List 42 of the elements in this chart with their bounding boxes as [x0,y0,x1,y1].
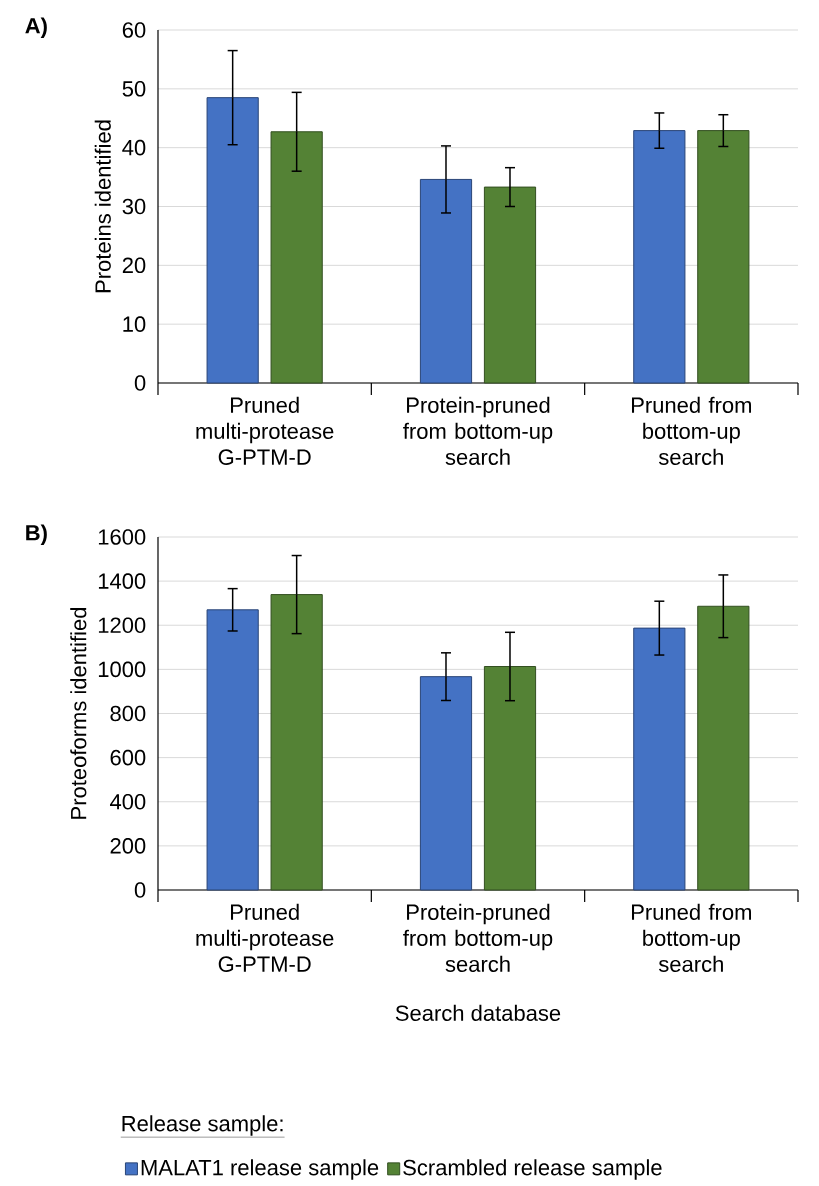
y-tick-label: 20 [122,257,146,274]
y-tick-label: 1200 [98,617,146,634]
y-tick-label: 1000 [98,661,146,678]
legend-label: MALAT1 release sample [141,1159,379,1180]
legend-label: Scrambled release sample [403,1159,662,1180]
y-tick-label: 600 [110,749,146,766]
y-tick-label: 1600 [98,529,146,545]
bar [633,627,686,891]
x-tick-label: Pruned multi-protease G-PTM-D [196,396,334,465]
bar [633,130,686,384]
bar [483,186,537,384]
bar [206,97,259,384]
x-tick-label: Pruned from bottom-up search [631,903,751,972]
y-tick-label: 200 [110,838,146,854]
bar [270,594,323,891]
y-tick-label: 1400 [98,573,146,589]
y-tick-label: 30 [122,198,146,215]
y-tick-label: 10 [123,316,146,332]
y-axis-title: Proteins identified [94,120,111,293]
bar [697,130,750,384]
x-tick-label: Protein-pruned from bottom-up search [403,396,553,465]
bar [697,605,750,891]
x-tick-label: Protein-pruned from bottom-up search [403,903,553,972]
y-tick-label: 800 [110,705,146,722]
y-tick-label: 400 [109,793,146,810]
bar [483,666,537,891]
bar [419,676,473,891]
y-tick-label: 60 [122,22,146,38]
chart-title: B) [26,524,47,545]
x-tick-label: Pruned multi-protease G-PTM-D [196,903,334,972]
y-axis-title: Proteoforms identified [70,607,87,819]
x-tick-label: Pruned from bottom-up search [631,396,751,465]
x-axis-title: Search database [395,1004,561,1021]
legend-title: Release sample: [122,1115,283,1136]
chart-title: A) [25,17,47,38]
y-tick-label: 50 [122,81,146,97]
bar [419,178,473,384]
bar [270,131,323,384]
y-tick-label: 40 [122,139,146,156]
bar [206,609,259,891]
y-tick-label: 0 [134,882,146,898]
y-tick-label: 0 [134,375,146,391]
